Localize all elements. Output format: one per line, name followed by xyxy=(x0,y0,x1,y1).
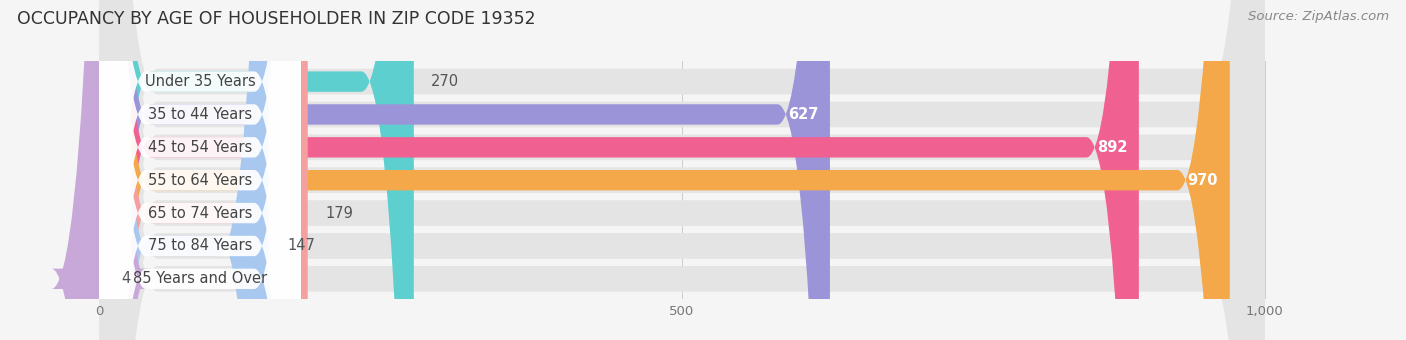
FancyBboxPatch shape xyxy=(98,0,1230,340)
FancyBboxPatch shape xyxy=(98,0,413,340)
FancyBboxPatch shape xyxy=(98,0,308,340)
Text: 179: 179 xyxy=(325,206,353,221)
FancyBboxPatch shape xyxy=(98,0,301,340)
FancyBboxPatch shape xyxy=(98,0,301,340)
FancyBboxPatch shape xyxy=(51,0,152,340)
FancyBboxPatch shape xyxy=(98,0,1265,340)
FancyBboxPatch shape xyxy=(98,0,830,340)
FancyBboxPatch shape xyxy=(98,0,301,340)
Text: Under 35 Years: Under 35 Years xyxy=(145,74,256,89)
FancyBboxPatch shape xyxy=(98,0,1265,340)
Text: 4: 4 xyxy=(121,271,131,286)
Text: 970: 970 xyxy=(1188,173,1218,188)
FancyBboxPatch shape xyxy=(98,0,1265,340)
FancyBboxPatch shape xyxy=(98,0,1139,340)
Text: 627: 627 xyxy=(787,107,818,122)
Text: Source: ZipAtlas.com: Source: ZipAtlas.com xyxy=(1249,10,1389,23)
FancyBboxPatch shape xyxy=(98,0,1265,340)
FancyBboxPatch shape xyxy=(98,0,301,340)
FancyBboxPatch shape xyxy=(98,0,301,340)
Text: 55 to 64 Years: 55 to 64 Years xyxy=(148,173,252,188)
Text: 892: 892 xyxy=(1097,140,1128,155)
FancyBboxPatch shape xyxy=(98,0,301,340)
FancyBboxPatch shape xyxy=(98,0,1265,340)
FancyBboxPatch shape xyxy=(98,0,301,340)
Text: OCCUPANCY BY AGE OF HOUSEHOLDER IN ZIP CODE 19352: OCCUPANCY BY AGE OF HOUSEHOLDER IN ZIP C… xyxy=(17,10,536,28)
Text: 147: 147 xyxy=(288,238,316,253)
FancyBboxPatch shape xyxy=(98,0,1265,340)
Text: 270: 270 xyxy=(432,74,460,89)
FancyBboxPatch shape xyxy=(98,0,1265,340)
Text: 75 to 84 Years: 75 to 84 Years xyxy=(148,238,252,253)
Text: 35 to 44 Years: 35 to 44 Years xyxy=(148,107,252,122)
Text: 45 to 54 Years: 45 to 54 Years xyxy=(148,140,252,155)
Text: 85 Years and Over: 85 Years and Over xyxy=(134,271,267,286)
Text: 65 to 74 Years: 65 to 74 Years xyxy=(148,206,252,221)
FancyBboxPatch shape xyxy=(98,0,270,340)
